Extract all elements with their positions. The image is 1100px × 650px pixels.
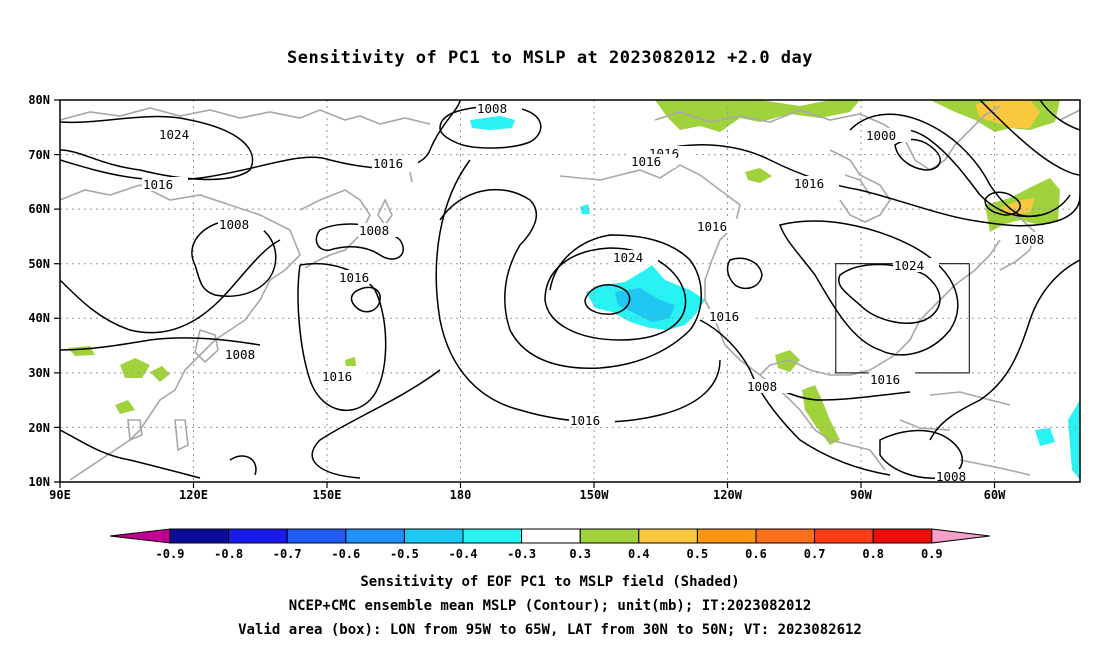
shade-positive-arctic	[655, 100, 860, 132]
colorbar-tick-label: -0.9	[156, 547, 185, 561]
contour-label: 1008	[1014, 232, 1044, 247]
lat-label: 80N	[28, 93, 50, 107]
lon-label: 120E	[179, 488, 208, 502]
colorbar-tick-label: 0.9	[921, 547, 943, 561]
contour-label: 1016	[870, 372, 900, 387]
colorbar-swatch	[229, 529, 288, 543]
caption-line-1: Sensitivity of EOF PC1 to MSLP field (Sh…	[0, 574, 1100, 590]
shade-positive-hudson	[745, 168, 772, 183]
contour-label: 1016	[631, 154, 661, 169]
contour-label: 1016	[322, 369, 352, 384]
lon-label: 150E	[313, 488, 342, 502]
lat-axis-labels: 80N 70N 60N 50N 40N 30N 20N 10N	[28, 93, 50, 489]
colorbar-tick-label: 0.8	[862, 547, 884, 561]
colorbar-tick-label: 0.4	[628, 547, 650, 561]
contour-label: 1016	[709, 309, 739, 324]
colorbar-swatch	[404, 529, 463, 543]
lat-label: 20N	[28, 421, 50, 435]
colorbar-tick-label: -0.6	[331, 547, 360, 561]
colorbar-swatch	[346, 529, 405, 543]
contour-label: 1008	[219, 217, 249, 232]
shade-negative-east	[1068, 400, 1080, 480]
colorbar-swatch	[873, 529, 932, 543]
caption-line-3: Valid area (box): LON from 95W to 65W, L…	[0, 622, 1100, 638]
caption-line-2: NCEP+CMC ensemble mean MSLP (Contour); u…	[0, 598, 1100, 614]
colorbar-swatch	[756, 529, 815, 543]
contour-label: 1016	[373, 156, 403, 171]
lat-label: 30N	[28, 366, 50, 380]
contour-label: 1000	[866, 128, 896, 143]
lon-label: 120W	[713, 488, 743, 502]
colorbar-swatch	[463, 529, 522, 543]
contour-label: 1008	[477, 101, 507, 116]
colorbar-tick-label: 0.5	[687, 547, 709, 561]
shade-positive-asia3	[115, 400, 135, 414]
lat-label: 40N	[28, 311, 50, 325]
map-figure: 1008 1024 1016 1016 1000 1016 1016 1016 …	[0, 0, 1100, 650]
shade-negative-aleutian	[470, 116, 515, 130]
colorbar-tick-label: -0.5	[390, 547, 419, 561]
contour-label: 1024	[159, 127, 189, 142]
colorbar-swatch	[580, 529, 639, 543]
colorbar-arrow-low	[110, 529, 170, 543]
lat-label: 10N	[28, 475, 50, 489]
colorbar-tick-label: 0.3	[569, 547, 591, 561]
contour-label: 1016	[339, 270, 369, 285]
colorbar-tick-label: -0.4	[449, 547, 478, 561]
colorbar-swatch	[697, 529, 756, 543]
shade-positive-asia4	[68, 346, 95, 356]
contour-label: 1008	[747, 379, 777, 394]
colorbar-tick-label: 0.6	[745, 547, 767, 561]
lon-axis-labels: 90E 120E 150E 180 150W 120W 90W 60W	[49, 488, 1006, 502]
contour-label: 1016	[697, 219, 727, 234]
colorbar-swatch	[522, 529, 581, 543]
contour-label: 1016	[794, 176, 824, 191]
shade-positive-pacific-small	[345, 357, 356, 366]
contour-label: 1016	[143, 177, 173, 192]
lat-label: 70N	[28, 148, 50, 162]
shade-negative-caribbean	[1035, 428, 1055, 446]
lon-label: 180	[450, 488, 472, 502]
lat-label: 50N	[28, 257, 50, 271]
colorbar-tick-label: 0.7	[804, 547, 826, 561]
colorbar-tick-label: -0.3	[507, 547, 536, 561]
lon-label: 90E	[49, 488, 71, 502]
shade-positive-asia1	[120, 358, 150, 378]
lon-label: 90W	[850, 488, 872, 502]
lon-label: 150W	[580, 488, 610, 502]
contour-label: 1008	[225, 347, 255, 362]
contour-label: 1008	[359, 223, 389, 238]
colorbar-tick-label: -0.8	[214, 547, 243, 561]
lon-label: 60W	[984, 488, 1006, 502]
contour-label: 1024	[613, 250, 643, 265]
contour-label: 1016	[570, 413, 600, 428]
colorbar-swatch	[639, 529, 698, 543]
colorbar-arrow-high	[932, 529, 990, 543]
axis-ticks	[54, 100, 995, 488]
colorbar-swatch	[287, 529, 346, 543]
shade-positive-mexico	[802, 385, 840, 445]
lat-label: 60N	[28, 202, 50, 216]
colorbar: -0.9 -0.8 -0.7 -0.6 -0.5 -0.4 -0.3 0.3 0.4 0.5 0.6…	[110, 529, 990, 561]
colorbar-swatch	[815, 529, 874, 543]
colorbar-swatch	[170, 529, 229, 543]
shade-positive-asia2	[150, 366, 170, 382]
contour-label: 1024	[894, 258, 924, 273]
colorbar-tick-label: -0.7	[273, 547, 302, 561]
